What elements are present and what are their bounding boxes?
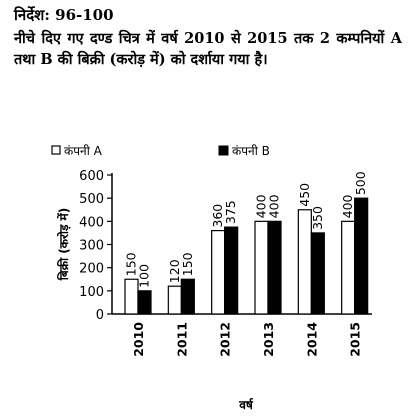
data-label: 150 xyxy=(124,252,139,276)
x-tick-label: 2015 xyxy=(348,322,363,357)
x-axis-label: वर्ष xyxy=(238,398,254,412)
y-tick-label: 100 xyxy=(79,285,104,300)
data-label: 120 xyxy=(167,259,182,283)
x-ticks: 2010 2011 2012 2013 2014 2015 xyxy=(131,322,363,357)
bar-company-b-2013 xyxy=(267,220,282,315)
data-label: 500 xyxy=(353,171,368,195)
bar-company-b-2014 xyxy=(310,232,325,315)
y-tick-label: 500 xyxy=(79,192,104,207)
legend-swatch-company-b xyxy=(218,145,229,156)
y-tick-label: 0 xyxy=(96,308,104,323)
data-label: 360 xyxy=(210,204,225,228)
y-tick-label: 400 xyxy=(79,215,104,230)
x-tick-label: 2010 xyxy=(131,322,146,357)
data-label: 450 xyxy=(297,183,312,207)
data-label: 400 xyxy=(340,194,355,218)
bar-company-b-2010 xyxy=(137,290,152,315)
x-tick-label: 2013 xyxy=(261,322,276,357)
bar-company-a-2012 xyxy=(211,230,226,315)
x-tick-label: 2012 xyxy=(218,322,233,357)
question-header: निर्देश: 96-100 नीचे दिए गए दण्ड चित्र म… xyxy=(14,4,402,70)
y-tick-label: 200 xyxy=(79,262,104,277)
bar-company-a-2013 xyxy=(254,220,269,315)
y-ticks: 0 100 200 300 400 500 600 xyxy=(79,169,112,323)
bar-company-a-2011 xyxy=(167,285,182,315)
x-tick-label: 2011 xyxy=(174,322,189,357)
y-tick-label: 300 xyxy=(79,239,104,254)
legend-label-company-b: कंपनी B xyxy=(232,144,270,158)
data-label: 350 xyxy=(310,206,325,230)
bar-company-a-2015 xyxy=(341,220,356,315)
bar-company-b-2011 xyxy=(180,278,195,315)
question-intro: नीचे दिए गए दण्ड चित्र में वर्ष 2010 से … xyxy=(14,30,402,68)
y-axis-label: बिक्री (करोड़ में) xyxy=(57,208,71,281)
x-tick-label: 2014 xyxy=(304,322,319,357)
legend-label-company-a: कंपनी A xyxy=(64,144,103,158)
bar-company-b-2012 xyxy=(224,226,239,315)
data-label: 400 xyxy=(254,194,269,218)
y-tick-label: 600 xyxy=(79,169,104,184)
bars xyxy=(124,197,369,315)
legend: कंपनी A कंपनी B xyxy=(51,144,270,158)
data-label: 100 xyxy=(137,264,152,288)
data-label: 375 xyxy=(223,200,238,224)
data-label: 150 xyxy=(180,252,195,276)
data-label: 400 xyxy=(267,194,282,218)
legend-swatch-company-a xyxy=(51,145,61,155)
bar-company-b-2015 xyxy=(354,197,369,315)
direction-heading: निर्देश: 96-100 xyxy=(14,6,114,24)
